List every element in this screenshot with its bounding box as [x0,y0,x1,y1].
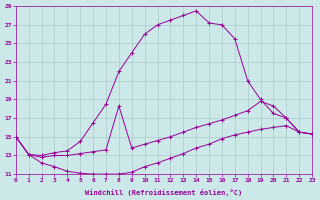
X-axis label: Windchill (Refroidissement éolien,°C): Windchill (Refroidissement éolien,°C) [85,189,243,196]
